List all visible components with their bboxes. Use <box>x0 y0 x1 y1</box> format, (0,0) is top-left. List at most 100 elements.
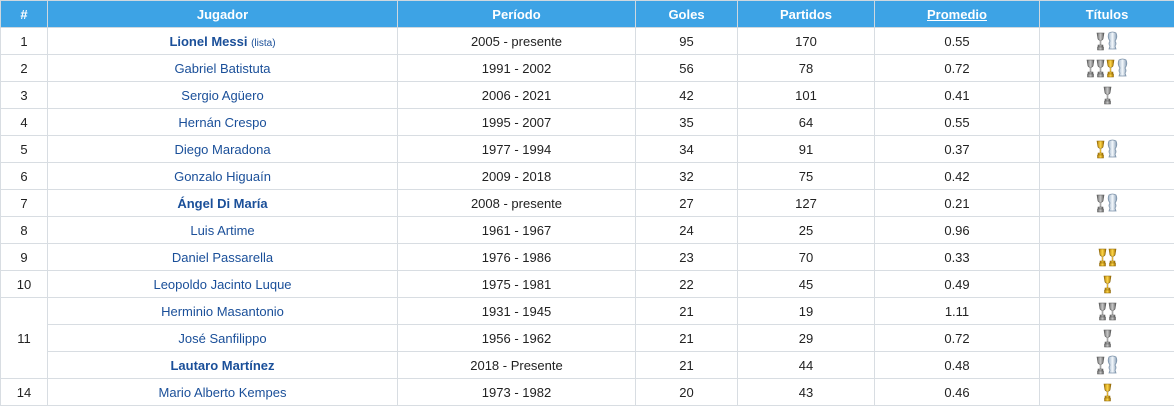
average-cell: 0.41 <box>874 81 1040 109</box>
average-cell: 1.11 <box>874 297 1040 325</box>
player-link[interactable]: Daniel Passarella <box>171 249 274 265</box>
titles-cell <box>1039 324 1174 352</box>
player-link[interactable]: Ángel Di María <box>177 195 268 211</box>
period-cell: 2018 - Presente <box>397 351 636 379</box>
matches-cell: 170 <box>737 27 875 55</box>
world-cup-icon <box>1107 355 1117 374</box>
gold-cup-icon <box>1103 275 1111 294</box>
player-link[interactable]: Leopoldo Jacinto Luque <box>153 276 292 292</box>
trophy-group <box>1098 301 1117 321</box>
matches-cell: 127 <box>737 189 875 217</box>
world-cup-icon <box>1107 31 1117 50</box>
gold-cup-icon <box>1098 248 1106 267</box>
gold-cup-icon <box>1108 248 1116 267</box>
header-goals[interactable]: Goles <box>635 0 738 28</box>
player-cell: Gabriel Batistuta <box>47 54 398 82</box>
titles-cell <box>1039 378 1174 406</box>
average-cell: 0.55 <box>874 108 1040 136</box>
trophy-group <box>1096 193 1119 213</box>
goals-cell: 95 <box>635 27 738 55</box>
player-link[interactable]: Herminio Masantonio <box>161 303 284 319</box>
player-cell: Diego Maradona <box>47 135 398 163</box>
titles-cell <box>1039 135 1174 163</box>
table-row: 5 Diego Maradona 1977 - 1994 34 91 0.37 <box>0 135 1174 163</box>
silver-cup-icon <box>1096 59 1104 78</box>
player-link[interactable]: Hernán Crespo <box>178 114 267 130</box>
matches-cell: 70 <box>737 243 875 271</box>
matches-cell: 43 <box>737 378 875 406</box>
matches-cell: 29 <box>737 324 875 352</box>
trophy-group <box>1103 328 1112 348</box>
player-link[interactable]: Mario Alberto Kempes <box>158 384 287 400</box>
trophy-group <box>1098 247 1117 267</box>
average-cell: 0.55 <box>874 27 1040 55</box>
trophy-group <box>1096 139 1119 159</box>
player-link[interactable]: Lautaro Martínez <box>170 357 275 373</box>
player-cell: Mario Alberto Kempes <box>47 378 398 406</box>
period-cell: 1956 - 1962 <box>397 324 636 352</box>
trophy-group <box>1103 274 1112 294</box>
average-cell: 0.72 <box>874 324 1040 352</box>
player-link[interactable]: Sergio Agüero <box>181 87 264 103</box>
titles-cell <box>1039 243 1174 271</box>
player-link[interactable]: Gabriel Batistuta <box>174 60 271 76</box>
rank-cell: 8 <box>0 216 48 244</box>
matches-cell: 91 <box>737 135 875 163</box>
period-cell: 2008 - presente <box>397 189 636 217</box>
matches-cell: 19 <box>737 297 875 325</box>
period-cell: 1961 - 1967 <box>397 216 636 244</box>
trophy-group <box>1096 355 1119 375</box>
table-row: José Sanfilippo 1956 - 1962 21 29 0.72 <box>1 324 1174 352</box>
period-cell: 1995 - 2007 <box>397 108 636 136</box>
table-row: Lautaro Martínez 2018 - Presente 21 44 0.48 <box>1 351 1174 379</box>
gold-cup-icon <box>1096 140 1104 159</box>
silver-cup-icon <box>1103 86 1111 105</box>
goals-cell: 35 <box>635 108 738 136</box>
matches-cell: 75 <box>737 162 875 190</box>
matches-cell: 25 <box>737 216 875 244</box>
average-cell: 0.96 <box>874 216 1040 244</box>
titles-cell <box>1039 189 1174 217</box>
rank-cell: 1 <box>0 27 48 55</box>
rank-cell: 10 <box>0 270 48 298</box>
player-link[interactable]: Gonzalo Higuaín <box>174 168 271 184</box>
titles-cell <box>1039 297 1174 325</box>
goals-cell: 34 <box>635 135 738 163</box>
header-player[interactable]: Jugador <box>47 0 398 28</box>
silver-cup-icon <box>1096 32 1104 51</box>
header-row: # Jugador Período Goles Partidos Promedi… <box>0 0 1174 28</box>
rank-cell: 11 <box>0 297 48 379</box>
header-period[interactable]: Período <box>397 0 636 28</box>
table-row: 10 Leopoldo Jacinto Luque 1975 - 1981 22 45 0… <box>0 270 1174 298</box>
player-list-link[interactable]: (lista) <box>251 37 276 49</box>
trophy-group <box>1103 85 1112 105</box>
goals-cell: 56 <box>635 54 738 82</box>
average-cell: 0.49 <box>874 270 1040 298</box>
header-average[interactable]: Promedio <box>874 0 1040 28</box>
titles-cell <box>1039 216 1174 244</box>
player-link[interactable]: Luis Artime <box>190 222 255 238</box>
table-row: 11 Herminio Masantonio 1931 - 1945 21 19 1.11 <box>0 297 1174 379</box>
rank-cell: 7 <box>0 189 48 217</box>
average-cell: 0.42 <box>874 162 1040 190</box>
player-cell: Ángel Di María <box>47 189 398 217</box>
header-titles[interactable]: Títulos <box>1039 0 1174 28</box>
matches-cell: 101 <box>737 81 875 109</box>
period-cell: 1976 - 1986 <box>397 243 636 271</box>
header-num[interactable]: # <box>0 0 48 28</box>
header-matches[interactable]: Partidos <box>737 0 875 28</box>
header-average-link[interactable]: Promedio <box>927 6 987 22</box>
player-cell: Herminio Masantonio <box>47 297 398 325</box>
silver-cup-icon <box>1108 302 1116 321</box>
player-link[interactable]: José Sanfilippo <box>178 330 267 346</box>
average-cell: 0.37 <box>874 135 1040 163</box>
table-row: 4 Hernán Crespo 1995 - 2007 35 64 0.55 <box>0 108 1174 136</box>
average-cell: 0.48 <box>874 351 1040 379</box>
average-cell: 0.72 <box>874 54 1040 82</box>
period-cell: 1991 - 2002 <box>397 54 636 82</box>
period-cell: 1931 - 1945 <box>397 297 636 325</box>
player-cell: Luis Artime <box>47 216 398 244</box>
player-link[interactable]: Diego Maradona <box>174 141 271 157</box>
player-link[interactable]: Lionel Messi <box>169 33 248 49</box>
